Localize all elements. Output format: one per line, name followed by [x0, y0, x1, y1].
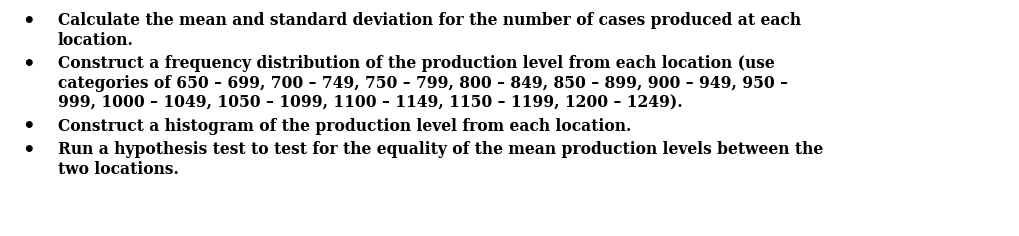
Text: Run a hypothesis test to test for the equality of the mean production levels bet: Run a hypothesis test to test for the eq…: [58, 141, 822, 158]
Text: Calculate the mean and standard deviation for the number of cases produced at ea: Calculate the mean and standard deviatio…: [58, 12, 800, 29]
Text: 999, 1000 – 1049, 1050 – 1099, 1100 – 1149, 1150 – 1199, 1200 – 1249).: 999, 1000 – 1049, 1050 – 1099, 1100 – 11…: [58, 94, 682, 111]
Text: •: •: [21, 11, 35, 31]
Text: •: •: [21, 54, 35, 74]
Text: Construct a histogram of the production level from each location.: Construct a histogram of the production …: [58, 118, 631, 135]
Text: categories of 650 – 699, 700 – 749, 750 – 799, 800 – 849, 850 – 899, 900 – 949, : categories of 650 – 699, 700 – 749, 750 …: [58, 75, 788, 92]
Text: •: •: [21, 116, 35, 136]
Text: Construct a frequency distribution of the production level from each location (u: Construct a frequency distribution of th…: [58, 55, 774, 72]
Text: •: •: [21, 140, 35, 160]
Text: location.: location.: [58, 32, 133, 49]
Text: two locations.: two locations.: [58, 161, 178, 178]
